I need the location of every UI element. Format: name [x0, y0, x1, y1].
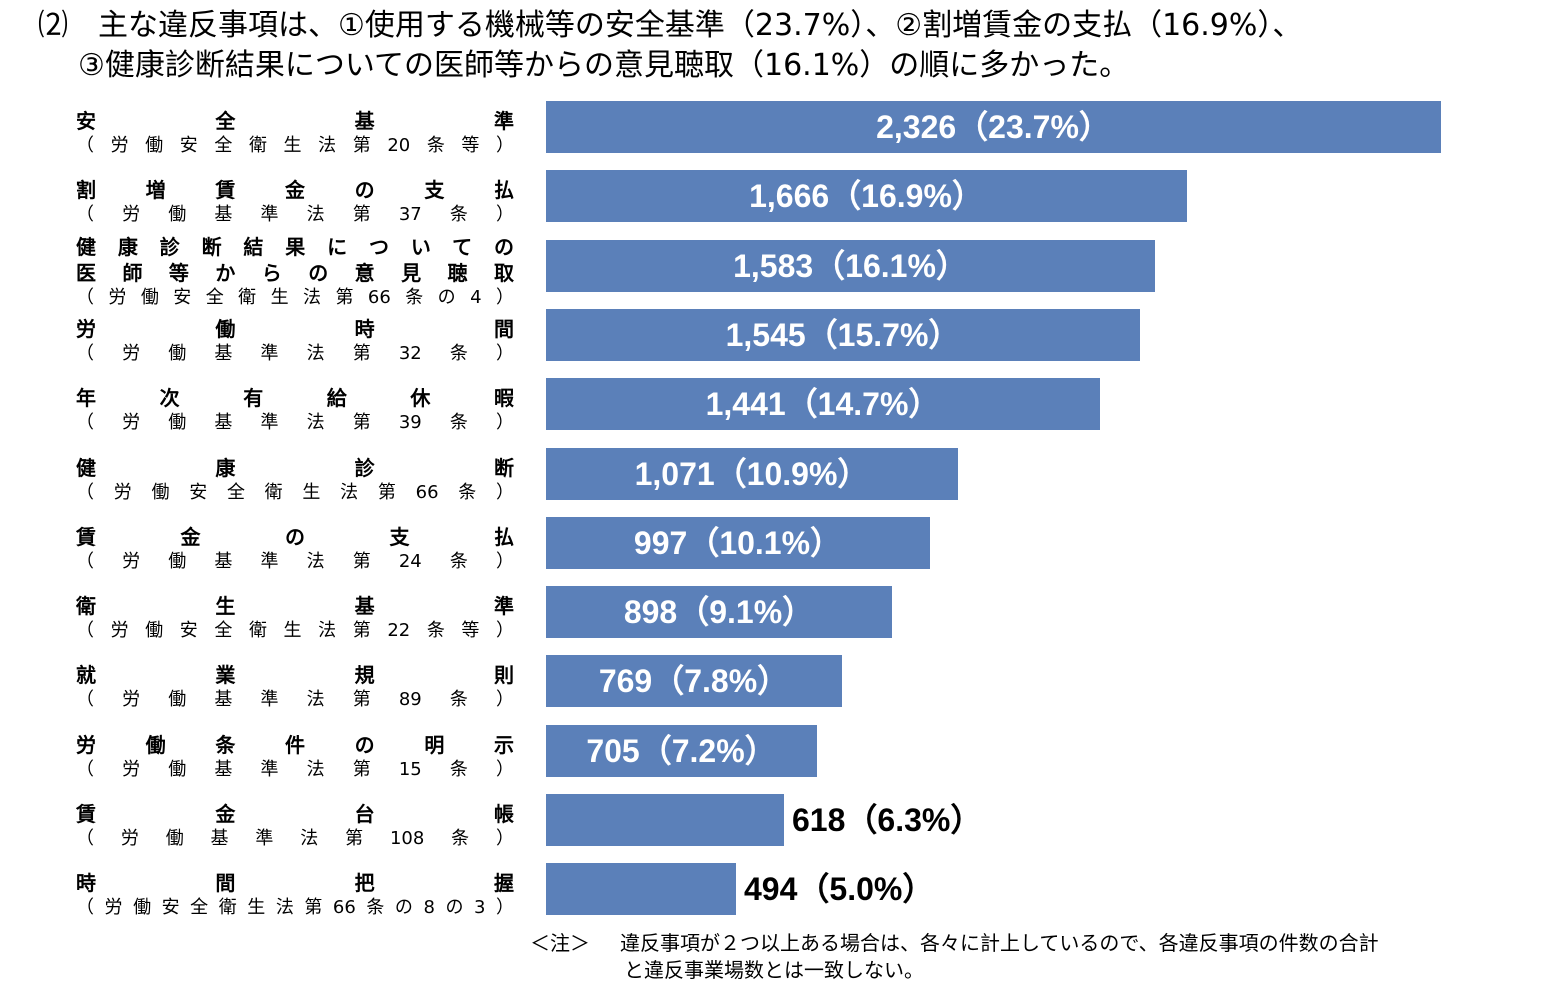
category-law-reference: （労働基準法第89条） [76, 689, 514, 710]
category-law-reference: （労働基準法第24条） [76, 551, 514, 572]
category-law-reference: （労働基準法第32条） [76, 343, 514, 364]
heading: ⑵ 主な違反事項は、①使用する機械等の安全基準（23.7%）、②割増賃金の支払（… [38, 6, 1538, 86]
category-name: 労働条件の明示 [76, 733, 514, 757]
data-label: 618（6.3%） [792, 802, 983, 838]
footnote-line-1: 違反事項が２つ以上ある場合は、各々に計上しているので、各違反事項の件数の合計 [620, 931, 1379, 955]
category-name: 就業規則 [76, 663, 514, 687]
category-label: 健康診断結果についての 医師等からの意見聴取 （労働安全衛生法第66条の4） [76, 234, 514, 310]
category-name: 賃金台帳 [76, 802, 514, 826]
bar [546, 794, 784, 846]
category-label: 労働条件の明示 （労働基準法第15条） [76, 732, 514, 782]
category-name: 健康診断 [76, 456, 514, 480]
bar [546, 378, 1100, 430]
category-name: 医師等からの意見聴取 [76, 261, 514, 285]
data-label: 1,071（10.9%） [634, 456, 870, 492]
category-law-reference: （労働安全衛生法第66条） [76, 482, 514, 503]
data-label: 1,666（16.9%） [749, 178, 984, 214]
category-label: 健康診断 （労働安全衛生法第66条） [76, 455, 514, 505]
category-law-reference: （労働安全衛生法第66条の8の3） [76, 897, 514, 918]
bar [546, 725, 817, 777]
bar [546, 655, 842, 707]
category-law-reference: （労働基準法第39条） [76, 412, 514, 433]
data-label: 1,441（14.7%） [705, 386, 941, 422]
data-label: 898（9.1%） [623, 594, 815, 630]
category-name: 年次有給休暇 [76, 386, 514, 410]
category-label: 賃金の支払 （労働基準法第24条） [76, 524, 514, 574]
category-name: 衛生基準 [76, 594, 514, 618]
category-label: 時間把握 （労働安全衛生法第66条の8の3） [76, 870, 514, 920]
category-name: 労働時間 [76, 317, 514, 341]
footnote-line-2: と違反事業場数とは一致しない。 [624, 958, 924, 982]
data-label: 705（7.2%） [586, 733, 777, 769]
bar [546, 170, 1187, 222]
category-label: 年次有給休暇 （労働基準法第39条） [76, 385, 514, 435]
footnote-mark: ＜注＞ [530, 931, 590, 955]
category-law-reference: （労働基準法第108条） [76, 828, 514, 849]
category-name: 健康診断結果についての [76, 235, 514, 259]
category-name: 賃金の支払 [76, 525, 514, 549]
category-law-reference: （労働安全衛生法第20条等） [76, 135, 514, 156]
category-label: 賃金台帳 （労働基準法第108条） [76, 801, 514, 851]
data-label: 494（5.0%） [744, 871, 935, 907]
heading-line-2: ③健康診断結果についての医師等からの意見聴取（16.1%）の順に多かった。 [78, 48, 1130, 83]
category-label: 割増賃金の支払 （労働基準法第37条） [76, 177, 514, 227]
category-label: 安全基準 （労働安全衛生法第20条等） [76, 108, 514, 158]
data-label: 1,545（15.7%） [725, 317, 961, 353]
bar [546, 309, 1140, 361]
heading-line-1: ⑵ 主な違反事項は、①使用する機械等の安全基準（23.7%）、②割増賃金の支払（… [38, 8, 1303, 43]
data-label: 1,583（16.1%） [733, 248, 968, 284]
bar [546, 586, 892, 638]
category-name: 安全基準 [76, 109, 514, 133]
bar [546, 240, 1155, 292]
category-name: 割増賃金の支払 [76, 178, 514, 202]
data-label: 769（7.8%） [598, 663, 790, 699]
footnote: ＜注＞ 違反事項が２つ以上ある場合は、各々に計上しているので、各違反事項の件数の合… [530, 930, 1540, 984]
category-law-reference: （労働基準法第15条） [76, 759, 514, 780]
data-label: 2,326（23.7%） [876, 109, 1111, 145]
bar [546, 448, 958, 500]
bar [546, 101, 1441, 153]
category-label: 就業規則 （労働基準法第89条） [76, 662, 514, 712]
category-name: 時間把握 [76, 871, 514, 895]
category-law-reference: （労働基準法第37条） [76, 204, 514, 225]
category-label: 労働時間 （労働基準法第32条） [76, 316, 514, 366]
category-law-reference: （労働安全衛生法第22条等） [76, 620, 514, 641]
bar [546, 863, 736, 915]
bar [546, 517, 930, 569]
category-law-reference: （労働安全衛生法第66条の4） [76, 287, 514, 308]
category-label: 衛生基準 （労働安全衛生法第22条等） [76, 593, 514, 643]
data-label: 997（10.1%） [633, 525, 843, 561]
